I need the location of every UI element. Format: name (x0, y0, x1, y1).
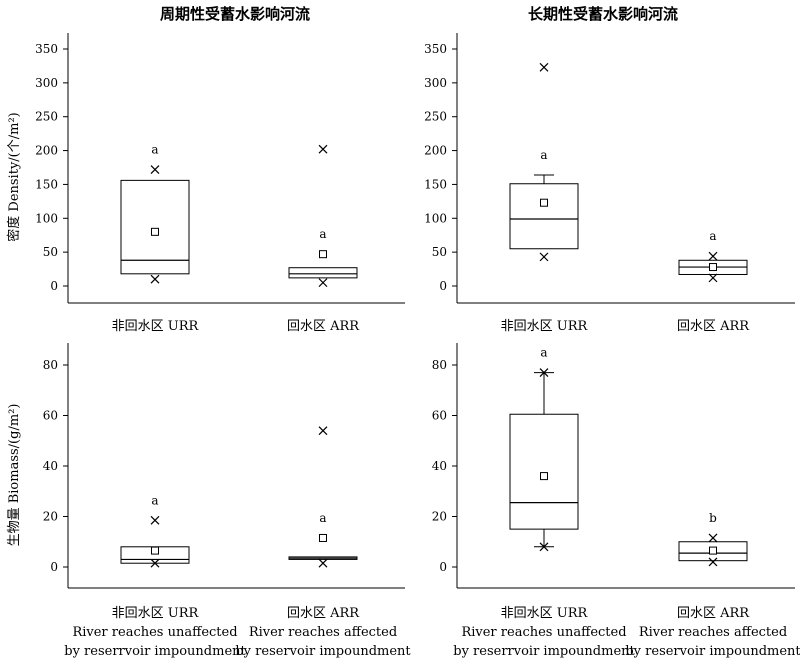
panels: 050100150200250300350aa05010015020025030… (35, 33, 795, 589)
percentile-high-marker-top-left-0 (150, 165, 160, 174)
y-tick-label-top-left-350: 350 (35, 42, 58, 56)
category-label-urr-bottom-left: 非回水区 URR (112, 606, 200, 621)
percentile-low-marker-bottom-right-0 (539, 542, 549, 552)
y-tick-label-bottom-left-40: 40 (43, 459, 58, 473)
significance-letter-top-left-1: a (319, 227, 326, 241)
mean-marker-top-left-1 (319, 250, 327, 259)
category-desc1-arr-bottom-right: River reaches affected (639, 625, 787, 640)
y-tick-label-top-right-300: 300 (424, 76, 447, 90)
y-tick-label-bottom-right-20: 20 (432, 510, 447, 524)
box-top-left-0 (120, 179, 190, 275)
column-title-right: 长期性受蓄水影响河流 (528, 5, 678, 23)
y-tick-label-top-left-150: 150 (35, 177, 58, 191)
percentile-low-marker-bottom-left-0 (150, 558, 160, 568)
percentile-high-marker-top-right-1 (708, 251, 718, 261)
percentile-low-marker-top-right-1 (708, 273, 718, 283)
y-tick-label-bottom-right-0: 0 (439, 560, 447, 574)
y-tick-label-bottom-right-80: 80 (432, 358, 447, 372)
y-tick-label-top-left-50: 50 (43, 245, 58, 259)
y-axis-label-density: 密度 Density/(个/m²) (6, 112, 22, 241)
outlier-marker-top-left-1-0 (318, 144, 328, 154)
y-tick-label-bottom-left-80: 80 (43, 358, 58, 372)
significance-letter-bottom-left-0: a (151, 493, 158, 507)
category-desc2-urr-bottom-right: by reserrvoir impoundment (453, 644, 635, 659)
category-label-arr-top-right: 回水区 ARR (677, 319, 750, 334)
mean-marker-bottom-right-0 (540, 472, 548, 481)
y-tick-label-bottom-left-0: 0 (50, 560, 58, 574)
category-desc1-arr-bottom-left: River reaches affected (249, 625, 397, 640)
percentile-low-marker-top-left-0 (150, 274, 160, 284)
y-tick-label-bottom-left-60: 60 (43, 409, 58, 423)
box-top-right-0 (509, 183, 579, 250)
mean-marker-bottom-right-1 (709, 546, 717, 555)
box-bottom-right-1 (678, 541, 748, 562)
mean-marker-top-right-0 (540, 198, 548, 207)
percentile-low-marker-bottom-left-1 (318, 558, 328, 568)
category-label-urr-top-right: 非回水区 URR (501, 319, 589, 334)
significance-letter-bottom-right-0: a (540, 346, 547, 360)
y-tick-label-bottom-right-60: 60 (432, 409, 447, 423)
significance-letter-bottom-right-1: b (709, 511, 717, 525)
percentile-high-marker-bottom-left-0 (150, 515, 160, 525)
significance-letter-top-right-1: a (709, 229, 716, 243)
percentile-low-marker-top-left-1 (318, 278, 328, 288)
y-tick-label-top-left-300: 300 (35, 76, 58, 90)
y-tick-label-top-right-100: 100 (424, 211, 447, 225)
significance-letter-top-left-0: a (151, 143, 158, 157)
y-tick-label-top-left-0: 0 (50, 279, 58, 293)
y-tick-label-top-right-350: 350 (424, 42, 447, 56)
outlier-marker-bottom-left-1-0 (318, 426, 328, 436)
y-tick-label-top-right-150: 150 (424, 177, 447, 191)
category-desc1-urr-bottom-right: River reaches unaffected (461, 625, 626, 640)
y-tick-label-top-left-200: 200 (35, 144, 58, 158)
category-desc2-arr-bottom-left: by reservoir impoundment (235, 644, 411, 659)
mean-marker-bottom-left-0 (151, 546, 159, 555)
category-label-urr-bottom-right: 非回水区 URR (501, 606, 589, 621)
percentile-low-marker-bottom-right-1 (708, 557, 718, 567)
category-label-arr-top-left: 回水区 ARR (287, 319, 360, 334)
y-tick-label-top-right-0: 0 (439, 279, 447, 293)
category-label-arr-bottom-right: 回水区 ARR (677, 606, 750, 621)
mean-marker-top-right-1 (709, 263, 717, 272)
y-tick-label-bottom-right-40: 40 (432, 459, 447, 473)
category-desc1-urr-bottom-left: River reaches unaffected (72, 625, 237, 640)
category-label-urr-top-left: 非回水区 URR (112, 319, 200, 334)
y-tick-label-top-right-250: 250 (424, 110, 447, 124)
category-label-arr-bottom-left: 回水区 ARR (287, 606, 360, 621)
category-desc2-arr-bottom-right: by reservoir impoundment (625, 644, 800, 659)
percentile-high-marker-bottom-right-0 (539, 368, 549, 377)
y-tick-label-top-right-200: 200 (424, 144, 447, 158)
outlier-marker-top-right-0-0 (539, 62, 549, 72)
y-tick-label-bottom-left-20: 20 (43, 510, 58, 524)
box-top-left-1 (288, 267, 358, 279)
percentile-high-marker-bottom-right-1 (708, 533, 718, 543)
y-axis-label-biomass: 生物量 Biomass/(g/m²) (7, 404, 22, 547)
significance-letter-bottom-left-1: a (319, 511, 326, 525)
significance-letter-top-right-0: a (540, 148, 547, 162)
y-tick-label-top-left-250: 250 (35, 110, 58, 124)
y-tick-label-top-left-100: 100 (35, 211, 58, 225)
box-bottom-right-0 (509, 413, 579, 530)
percentile-low-marker-top-right-0 (539, 252, 549, 262)
mean-marker-bottom-left-1 (319, 533, 327, 542)
y-tick-label-top-right-50: 50 (432, 245, 447, 259)
column-title-left: 周期性受蓄水影响河流 (160, 5, 310, 23)
category-desc2-urr-bottom-left: by reserrvoir impoundment (64, 644, 246, 659)
mean-marker-top-left-0 (151, 227, 159, 236)
